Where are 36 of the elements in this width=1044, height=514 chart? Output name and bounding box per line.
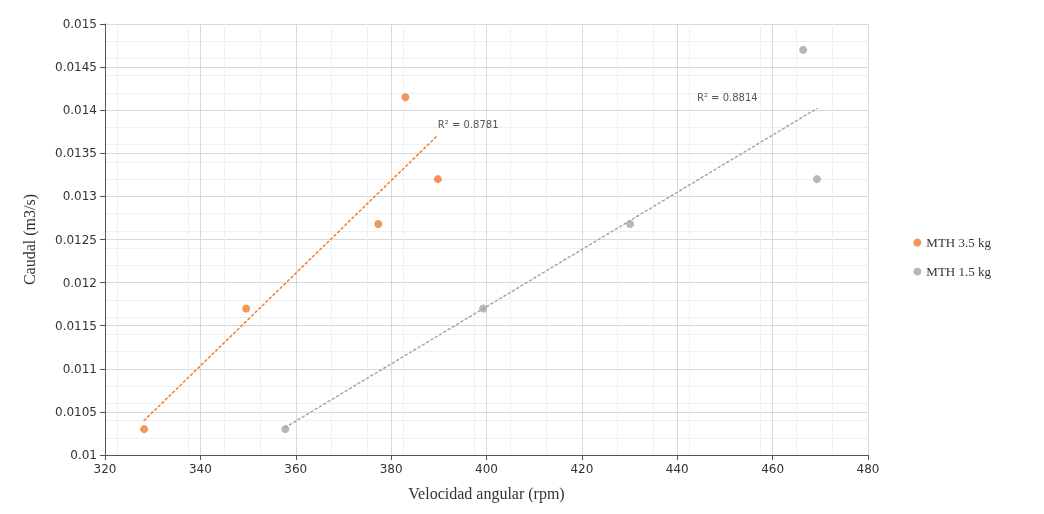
point	[799, 45, 808, 54]
x-tick-label: 320	[93, 462, 117, 476]
point	[479, 304, 488, 313]
y-tick-label: 0.011	[62, 361, 97, 376]
x-tick-label: 380	[379, 462, 403, 476]
y-tick-label: 0.0105	[55, 404, 97, 419]
x-axis-title: Velocidad angular (rpm)	[408, 484, 565, 503]
point	[140, 425, 149, 434]
x-tick-label: 440	[665, 462, 689, 476]
y-tick-label: 0.015	[62, 17, 97, 31]
y-axis-title: Caudal (m3/s)	[20, 193, 39, 286]
point	[433, 175, 442, 184]
y-tick-label: 0.0135	[55, 146, 97, 161]
legend-label: MTH 1.5 kg	[926, 264, 992, 279]
x-tick-label: 340	[188, 462, 212, 476]
y-tick-label: 0.01	[70, 448, 97, 462]
point	[812, 175, 821, 184]
x-tick-label: 460	[761, 462, 785, 476]
y-tick-label: 0.0145	[55, 60, 97, 75]
point	[401, 93, 410, 102]
x-tick-label: 480	[856, 462, 880, 476]
point	[242, 304, 251, 313]
y-tick-label: 0.0125	[55, 232, 97, 247]
y-tick-label: 0.012	[62, 275, 97, 290]
x-tick-label: 360	[284, 462, 308, 476]
y-tick-label: 0.014	[62, 103, 97, 118]
x-tick-label: 420	[570, 462, 594, 476]
point	[626, 219, 635, 228]
legend-label: MTH 3.5 kg	[926, 235, 992, 250]
y-tick-label: 0.013	[62, 189, 97, 204]
x-tick-label: 400	[475, 462, 498, 476]
annotation: R² = 0.8814	[696, 91, 758, 103]
annotation: R² = 0.8781	[437, 118, 499, 130]
y-tick-label: 0.0115	[55, 318, 97, 333]
point	[374, 219, 383, 228]
point	[281, 425, 290, 434]
